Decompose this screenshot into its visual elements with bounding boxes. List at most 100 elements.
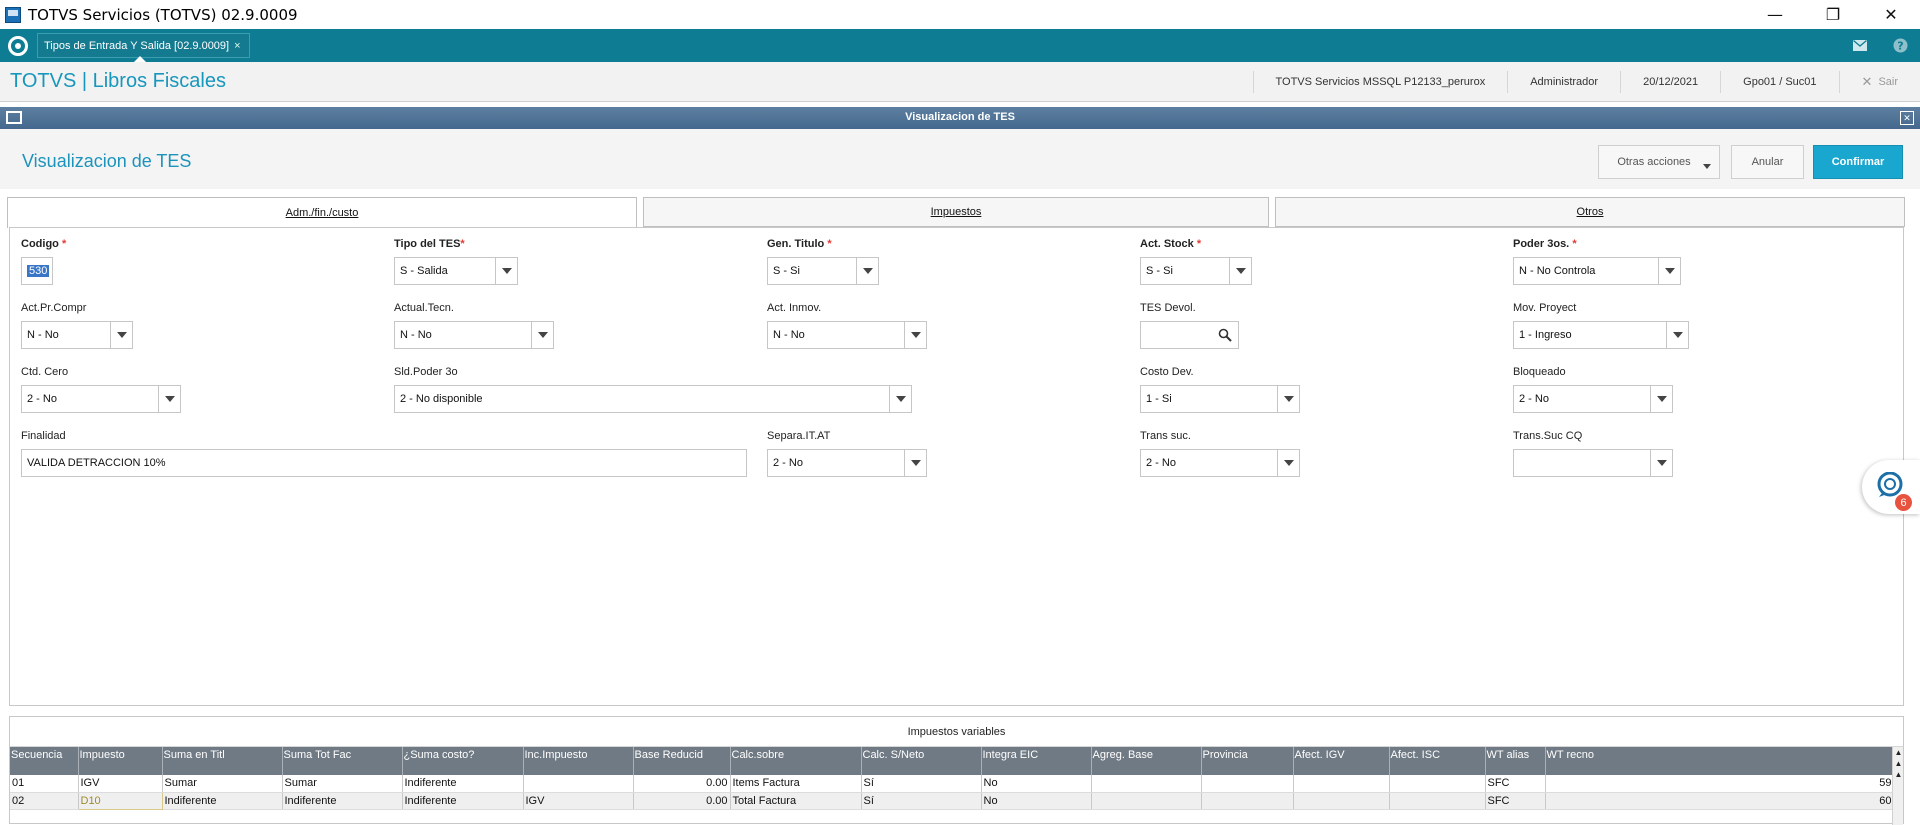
- sld-poder-3o-select[interactable]: 2 - No disponible: [394, 385, 912, 413]
- column-header[interactable]: Impuesto: [78, 747, 162, 775]
- table-cell[interactable]: Sí: [861, 792, 981, 809]
- chevron-down-icon[interactable]: [531, 322, 553, 348]
- chat-widget[interactable]: 6: [1862, 460, 1920, 514]
- table-cell[interactable]: Items Factura: [730, 775, 861, 792]
- exit-button[interactable]: ✕ Sair: [1839, 71, 1920, 93]
- bloqueado-select[interactable]: 2 - No: [1513, 385, 1673, 413]
- codigo-input[interactable]: 530: [21, 257, 53, 285]
- column-header[interactable]: Suma Tot Fac: [282, 747, 402, 775]
- act-pr-compr-select[interactable]: N - No: [21, 321, 133, 349]
- chevron-down-icon[interactable]: [1229, 258, 1251, 284]
- chevron-down-icon[interactable]: [495, 258, 517, 284]
- table-row[interactable]: 02 D10 Indiferente Indiferente Indiferen…: [10, 792, 1894, 809]
- table-cell[interactable]: No: [981, 775, 1091, 792]
- column-header[interactable]: Calc. S/Neto: [861, 747, 981, 775]
- table-cell[interactable]: 60: [1545, 792, 1894, 809]
- grid-scrollbar[interactable]: ▲ ▲ ▲: [1892, 747, 1903, 825]
- table-row[interactable]: 01 IGV Sumar Sumar Indiferente 0.00 Item…: [10, 775, 1894, 792]
- column-header[interactable]: Provincia: [1201, 747, 1293, 775]
- dialog-close-icon[interactable]: ✕: [1900, 111, 1914, 125]
- table-cell[interactable]: SFC: [1485, 775, 1545, 792]
- table-cell-selected[interactable]: D10: [78, 792, 162, 809]
- chevron-down-icon[interactable]: [1650, 386, 1672, 412]
- chevron-down-icon[interactable]: [904, 322, 926, 348]
- mov-proyect-select[interactable]: 1 - Ingreso: [1513, 321, 1689, 349]
- chevron-down-icon[interactable]: [1658, 258, 1680, 284]
- table-cell[interactable]: [1091, 775, 1201, 792]
- restore-button[interactable]: ❐: [1804, 0, 1862, 29]
- column-header[interactable]: WT alias: [1485, 747, 1545, 775]
- table-cell[interactable]: [1293, 792, 1389, 809]
- table-cell[interactable]: IGV: [523, 792, 633, 809]
- actual-tecn-select[interactable]: N - No: [394, 321, 554, 349]
- table-cell[interactable]: IGV: [78, 775, 162, 792]
- column-header[interactable]: ¿Suma costo?: [402, 747, 523, 775]
- search-icon[interactable]: [1218, 328, 1232, 342]
- tipo-tes-select[interactable]: S - Salida: [394, 257, 518, 285]
- table-cell[interactable]: No: [981, 792, 1091, 809]
- trans-suc-select[interactable]: 2 - No: [1140, 449, 1300, 477]
- table-cell[interactable]: Sumar: [162, 775, 282, 792]
- column-header[interactable]: Inc.Impuesto: [523, 747, 633, 775]
- chevron-down-icon[interactable]: [110, 322, 132, 348]
- column-header[interactable]: Base Reducid: [633, 747, 730, 775]
- tab-tipos-entrada-salida[interactable]: Tipos de Entrada Y Salida [02.9.0009] ×: [37, 33, 250, 58]
- table-cell[interactable]: [1201, 792, 1293, 809]
- act-inmov-select[interactable]: N - No: [767, 321, 927, 349]
- column-header[interactable]: Calc.sobre: [730, 747, 861, 775]
- chevron-down-icon[interactable]: [158, 386, 180, 412]
- trans-suc-cq-select[interactable]: [1513, 449, 1673, 477]
- minimize-button[interactable]: —: [1746, 0, 1804, 29]
- separa-it-at-select[interactable]: 2 - No: [767, 449, 927, 477]
- chevron-down-icon[interactable]: [1650, 450, 1672, 476]
- table-cell[interactable]: 0.00: [633, 792, 730, 809]
- tab-otros[interactable]: Otros: [1275, 197, 1905, 227]
- totvs-logo-icon[interactable]: [8, 36, 28, 56]
- chevron-down-icon[interactable]: [904, 450, 926, 476]
- column-header[interactable]: Integra EIC: [981, 747, 1091, 775]
- tab-impuestos[interactable]: Impuestos: [643, 197, 1269, 227]
- table-cell[interactable]: [1389, 775, 1485, 792]
- table-cell[interactable]: Indiferente: [402, 775, 523, 792]
- otras-acciones-button[interactable]: Otras acciones: [1598, 145, 1720, 179]
- table-cell[interactable]: Total Factura: [730, 792, 861, 809]
- table-cell[interactable]: Indiferente: [282, 792, 402, 809]
- branch-label[interactable]: Gpo01 / Suc01: [1720, 71, 1838, 93]
- column-header[interactable]: Afect. ISC: [1389, 747, 1485, 775]
- table-cell[interactable]: 0.00: [633, 775, 730, 792]
- gen-titulo-select[interactable]: S - Si: [767, 257, 879, 285]
- poder-3os-select[interactable]: N - No Controla: [1513, 257, 1681, 285]
- ctd-cero-select[interactable]: 2 - No: [21, 385, 181, 413]
- table-cell[interactable]: Indiferente: [402, 792, 523, 809]
- column-header[interactable]: WT recno: [1545, 747, 1894, 775]
- tab-adm-fin-custo[interactable]: Adm./fin./custo: [7, 197, 637, 228]
- table-cell[interactable]: [1201, 775, 1293, 792]
- column-header[interactable]: Agreg. Base: [1091, 747, 1201, 775]
- chevron-down-icon[interactable]: [1666, 322, 1688, 348]
- chevron-down-icon[interactable]: [1277, 386, 1299, 412]
- column-header[interactable]: Secuencia: [10, 747, 78, 775]
- scroll-top-icon[interactable]: ▲: [1893, 747, 1904, 758]
- scroll-page-up-icon[interactable]: ▲: [1893, 758, 1904, 769]
- table-cell[interactable]: Sumar: [282, 775, 402, 792]
- table-cell[interactable]: Sí: [861, 775, 981, 792]
- confirmar-button[interactable]: Confirmar: [1813, 145, 1903, 179]
- table-cell[interactable]: [1091, 792, 1201, 809]
- finalidad-input[interactable]: VALIDA DETRACCION 10%: [21, 449, 747, 477]
- costo-dev-select[interactable]: 1 - Si: [1140, 385, 1300, 413]
- chevron-down-icon[interactable]: [856, 258, 878, 284]
- table-cell[interactable]: Indiferente: [162, 792, 282, 809]
- tab-close-icon[interactable]: ×: [234, 40, 240, 52]
- mail-icon[interactable]: [1852, 37, 1868, 53]
- act-stock-select[interactable]: S - Si: [1140, 257, 1252, 285]
- anular-button[interactable]: Anular: [1731, 145, 1804, 179]
- table-cell[interactable]: 01: [10, 775, 78, 792]
- close-window-button[interactable]: ✕: [1862, 0, 1920, 29]
- table-cell[interactable]: 02: [10, 792, 78, 809]
- chevron-down-icon[interactable]: [1277, 450, 1299, 476]
- table-cell[interactable]: [523, 775, 633, 792]
- table-cell[interactable]: SFC: [1485, 792, 1545, 809]
- column-header[interactable]: Suma en Titl: [162, 747, 282, 775]
- table-cell[interactable]: [1293, 775, 1389, 792]
- chevron-down-icon[interactable]: [889, 386, 911, 412]
